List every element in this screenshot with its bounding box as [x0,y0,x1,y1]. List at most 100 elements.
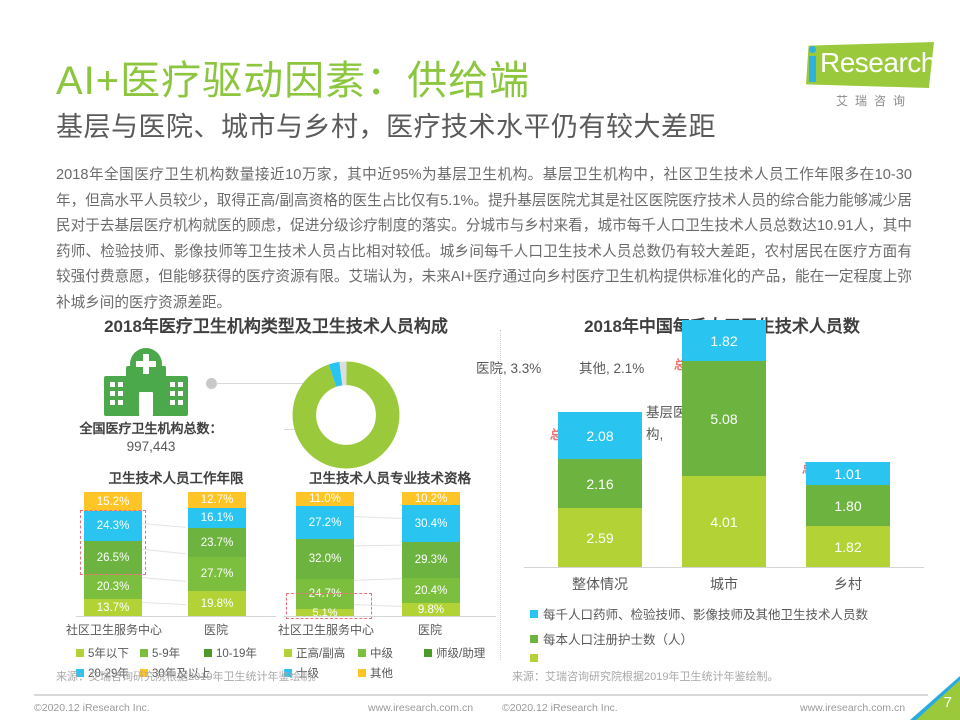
bar-community-qualification: 11.0% 27.2% 32.0% 24.7% 5.1% [296,492,354,619]
legend-item-4[interactable]: 30年及以上 [140,665,211,681]
legend-label: 其他 [370,668,393,680]
left-panel-title: 2018年医疗卫生机构类型及卫生技术人员构成 [104,317,448,336]
seg-nurses: 5.08 [682,361,766,476]
donut-chart-block: 全国医疗卫生机构总数： 997,443 医院, 3.3% 其他, 2.1% 基层… [56,342,741,477]
legend-label: 正高/副高 [296,648,346,660]
legend-swatch-icon [204,649,212,657]
seg-assistant: 32.0% [296,539,354,579]
cat-hospital: 医院 [203,623,228,637]
legend-item-0[interactable]: 正高/副高 [284,645,358,661]
legend-swatch-icon [530,609,538,618]
mini-plot-b: 11.0% 27.2% 32.0% 24.7% 5.1% 10.2% 30.4%… [284,492,496,619]
legend-label: 20-29年 [88,668,129,680]
bar-overall: 2.08 2.16 2.59 [558,412,642,567]
donut-chart: 医院, 3.3% 其他, 2.1% 基层医疗卫生机构, 94.6% [291,360,741,470]
legend-swatch-icon [284,669,292,677]
xtick-overall: 整体情况 [572,576,628,592]
bar-hospital-qualification: 10.2% 30.4% 29.3% 20.4% 9.8% [402,492,460,616]
seg-nurses: 1.80 [806,485,890,526]
mini-chart-qualification: 卫生技术人员专业技术资格 11.0% 27.2% 32.0% 24.7% 5.1… [278,467,496,680]
donut-label-other: 其他, 2.1% [579,361,645,376]
seg-5-9: 20.3% [84,574,142,599]
seg-30plus: 12.7% [188,492,246,508]
seg-10-19: 26.5% [84,541,142,574]
mini-cats-a: 社区卫生服务中心 医院 [66,621,276,639]
legend-item-1[interactable]: 中级 [358,645,424,661]
footer-divider [34,694,928,696]
xtick-rural: 乡村 [834,576,862,592]
seg-senior: 11.0% [296,492,354,506]
seg-doctors: 4.01 [682,476,766,567]
leader-dot-icon [206,378,217,389]
mini-chart-work-years-title: 卫生技术人员工作年限 [108,471,244,486]
panel-divider [500,330,501,660]
bar-community-work-years: 15.2% 24.3% 26.5% 20.3% 13.7% [84,492,142,616]
seg-other: 9.8% [402,603,460,616]
legend-swatch-icon [358,649,366,657]
cat-community: 社区卫生服务中心 [65,623,162,637]
seg-senior: 10.2% [402,492,460,505]
legend-item-nurses[interactable]: 每本人口注册护士数（人） [530,629,930,648]
legend-swatch-icon [284,649,292,657]
legend-item-3[interactable]: 20-29年 [76,665,140,681]
source-note-right: 来源：艾瑞咨询研究院根据2019年卫生统计年鉴绘制。 [512,671,779,683]
right-panel: 2018年中国每千人口卫生技术人员数 总数：6.83 总数：10.91 总数：4… [512,312,932,662]
legend-per-thousand: 每千人口药师、检验技师、影像技师及其他卫生技术人员数 每本人口注册护士数（人） [530,604,930,668]
seg-doctors: 2.59 [558,508,642,567]
mini-plot-a: 15.2% 24.3% 26.5% 20.3% 13.7% 12.7% 16.1… [76,492,276,617]
iresearch-logo: Research 艾瑞咨询 [784,42,936,112]
institution-total-value: 997,443 [126,439,176,454]
legend-item-2[interactable]: 10-19年 [204,645,257,661]
xtick-urban: 城市 [710,576,738,592]
donut-label-hospital: 医院, 3.3% [476,361,542,376]
page-title: AI+医疗驱动因素：供给端 [56,59,531,103]
seg-30plus: 15.2% [84,492,142,511]
institution-total-caption: 全国医疗卫生机构总数： 997,443 [56,418,246,454]
footer-copyright-left: ©2020.12 iResearch Inc. [34,702,150,714]
seg-10-19: 23.7% [188,528,246,557]
bar-urban: 1.82 5.08 4.01 [682,320,766,567]
bar-hospital-work-years: 12.7% 16.1% 23.7% 27.7% 19.8% [188,492,246,616]
legend-label: 5年以下 [88,648,129,660]
mini-chart-work-years: 卫生技术人员工作年限 15.2% 24.3% 26.5% 20.3% 13.7%… [66,467,276,680]
seg-other: 5.1% [296,607,354,619]
logo-i-dot-icon [809,46,816,53]
legend-swatch-icon [76,669,84,677]
legend-swatch-icon [530,654,538,662]
legend-item-1[interactable]: 5-9年 [140,645,204,661]
legend-label: 每千人口药师、检验技师、影像技师及其他卫生技术人员数 [543,608,869,622]
legend-swatch-icon [76,649,84,657]
legend-work-years: 5年以下 5-9年 10-19年 20-29年 [76,645,276,681]
legend-swatch-icon [424,649,432,657]
x-axis-line [524,567,924,568]
legend-item-doctors[interactable] [530,654,930,662]
legend-item-pharmacists[interactable]: 每千人口药师、检验技师、影像技师及其他卫生技术人员数 [530,604,930,623]
legend-label: 每本人口注册护士数（人） [543,633,694,647]
stacked-bar-chart-per-thousand: 总数：6.83 总数：10.91 总数：4.63 2.08 2.16 2.59 … [524,320,924,598]
seg-doctors: 1.82 [806,526,890,567]
legend-item-2[interactable]: 师级/助理 [424,645,485,661]
seg-junior: 20.4% [402,578,460,603]
legend-swatch-icon [530,634,538,643]
highlight-box-qualification [286,593,372,619]
source-note-left: 来源：艾瑞咨询研究院根据2019年卫生统计年鉴绘制。 [56,671,323,683]
seg-20-29: 24.3% [84,511,142,541]
legend-label: 5-9年 [152,648,181,660]
seg-pharmacists: 1.82 [682,320,766,361]
legend-label: 师级/助理 [436,648,486,660]
legend-qualification: 正高/副高 中级 师级/助理 士级 [284,645,496,681]
legend-item-0[interactable]: 5年以下 [76,645,140,661]
footer-website-left: www.iresearch.com.cn [368,702,474,714]
mini-chart-qualification-title: 卫生技术人员专业技术资格 [309,471,471,486]
legend-item-3[interactable]: 士级 [284,665,358,681]
seg-mid: 30.4% [402,505,460,542]
logo-wordmark: Research [820,47,936,78]
body-paragraph: 2018年全国医疗卫生机构数量接近10万家，其中近95%为基层卫生机构。基层卫生… [56,167,912,311]
seg-20-29: 16.1% [188,508,246,528]
footer-copyright-right: ©2020.12 iResearch Inc. [502,702,618,714]
donut-svg [292,361,400,469]
legend-item-4[interactable]: 其他 [358,665,393,681]
legend-label: 10-19年 [216,648,257,660]
hospital-icon [104,348,188,416]
